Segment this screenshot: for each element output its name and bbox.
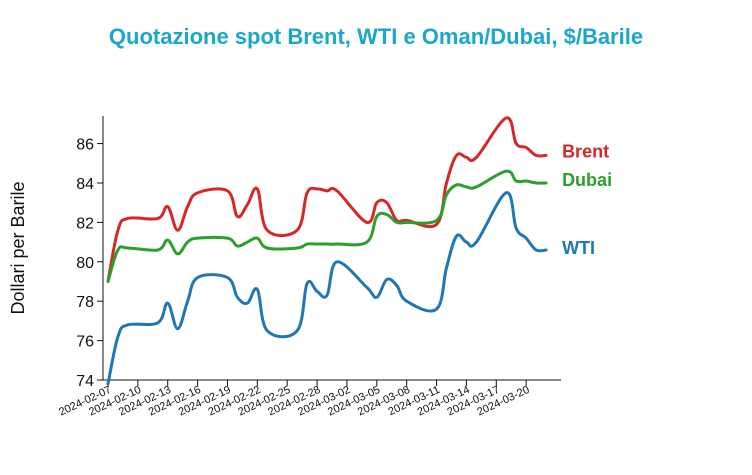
series-labels: Brent Dubai WTI [562,141,612,258]
axes: 747678808284862024-02-072024-02-102024-0… [8,116,561,419]
y-tick-label: 78 [76,294,94,311]
y-tick-label: 74 [76,373,94,390]
chart-title: Quotazione spot Brent, WTI e Oman/Dubai,… [108,24,644,49]
series-line-wti [106,191,548,386]
y-axis-label: Dollari per Barile [8,181,28,314]
y-tick-label: 82 [76,215,94,232]
y-tick-label: 80 [76,255,94,272]
y-tick-label: 76 [76,334,94,351]
series-label-wti: WTI [562,238,595,258]
series-label-dubai: Dubai [562,170,612,190]
y-tick-label: 84 [76,176,94,193]
series-label-brent: Brent [562,141,609,161]
series-line-brent [106,116,548,283]
series-line-dubai [106,169,548,283]
series-lines [106,116,548,386]
y-tick-label: 86 [76,137,94,154]
